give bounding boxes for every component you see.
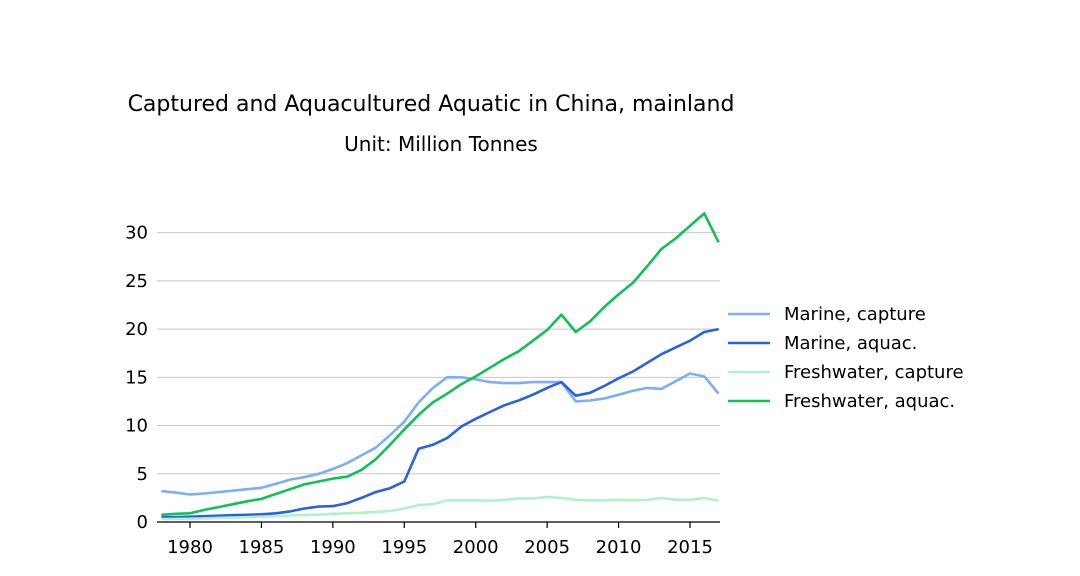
series-line-2 (161, 495, 719, 521)
x-tick-label: 1995 (381, 537, 427, 558)
series-line-0 (161, 372, 720, 496)
x-tick-label: 2005 (524, 537, 570, 558)
x-tick-label: 1980 (167, 537, 213, 558)
series-lines (161, 212, 720, 521)
x-tick-label: 2010 (596, 537, 642, 558)
axes: 0 5 10 15 20 25 30 1980 1985 1990 1995 2000 2005 2010… (125, 223, 720, 558)
x-tick-label: 1990 (310, 537, 356, 558)
x-tick-label: 2015 (667, 537, 713, 558)
grid (157, 232, 720, 475)
y-tick-label: 30 (125, 223, 148, 244)
y-tick-label: 0 (137, 512, 148, 533)
legend-label: Freshwater, aquac. (784, 391, 955, 412)
y-tick-label: 10 (125, 416, 148, 437)
y-tick-label: 25 (125, 271, 148, 292)
series-line-1 (161, 327, 719, 519)
x-tick-label: 1985 (239, 537, 285, 558)
y-tick-label: 15 (125, 367, 148, 388)
legend-label: Marine, capture (784, 304, 926, 325)
y-tick-label: 5 (137, 464, 148, 485)
y-tick-label: 20 (125, 319, 148, 340)
chart-title: Captured and Aquacultured Aquatic in Chi… (128, 92, 735, 117)
legend: Marine, capture Marine, aquac. Freshwater,… (728, 304, 964, 412)
legend-label: Marine, aquac. (784, 333, 917, 354)
legend-label: Freshwater, capture (784, 362, 964, 383)
chart-subtitle: Unit: Million Tonnes (344, 132, 538, 156)
x-tick-label: 2000 (453, 537, 499, 558)
series-line-3 (161, 212, 720, 517)
